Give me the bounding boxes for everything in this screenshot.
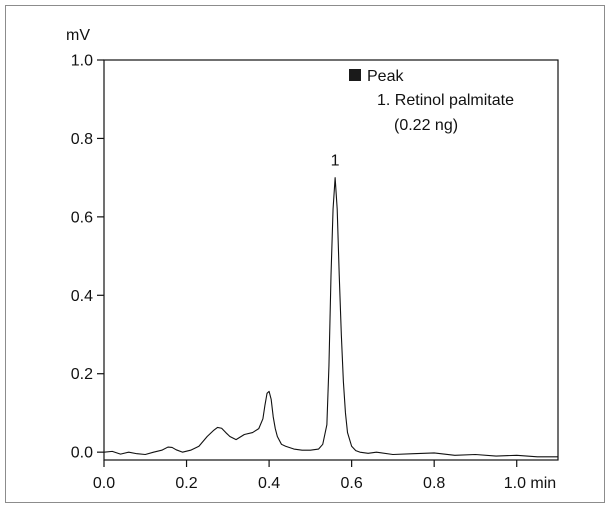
x-tick-label: 0.8 [423, 475, 445, 492]
y-tick-label: 1.0 [71, 53, 93, 70]
x-tick-label: 0.4 [258, 475, 280, 492]
legend-layer: Peak 1. Retinol palmitate (0.22 ng) [349, 68, 514, 134]
legend-header: Peak [367, 68, 404, 85]
ticks-layer [97, 59, 518, 467]
y-tick-label: 0.6 [71, 209, 93, 226]
y-tick-label: 0.0 [71, 445, 93, 462]
labels-layer: 0.0 0.2 0.4 0.6 0.8 1.0 mV 0.0 0.2 0.4 0.6 0.8 1.0 m… [66, 27, 556, 492]
plot-frame [103, 59, 559, 461]
x-tick-label: 1.0 min [504, 475, 556, 492]
peak-label: 1 [331, 153, 340, 170]
annotation-layer: 1 [331, 153, 340, 170]
x-tick-label: 0.0 [93, 475, 115, 492]
legend-marker [349, 69, 361, 81]
legend-entry-amount: (0.22 ng) [394, 117, 458, 134]
series-layer [103, 177, 558, 458]
y-tick-label: 0.2 [71, 366, 93, 383]
y-tick-label: 0.8 [71, 131, 93, 148]
figure-frame [5, 5, 605, 503]
y-unit-label: mV [66, 27, 90, 44]
series-line-0 [103, 177, 558, 458]
x-tick-label: 0.6 [341, 475, 363, 492]
x-tick-label: 0.2 [175, 475, 197, 492]
axes-layer [103, 59, 559, 461]
legend-entry: 1. Retinol palmitate [377, 92, 514, 109]
y-tick-label: 0.4 [71, 288, 93, 305]
